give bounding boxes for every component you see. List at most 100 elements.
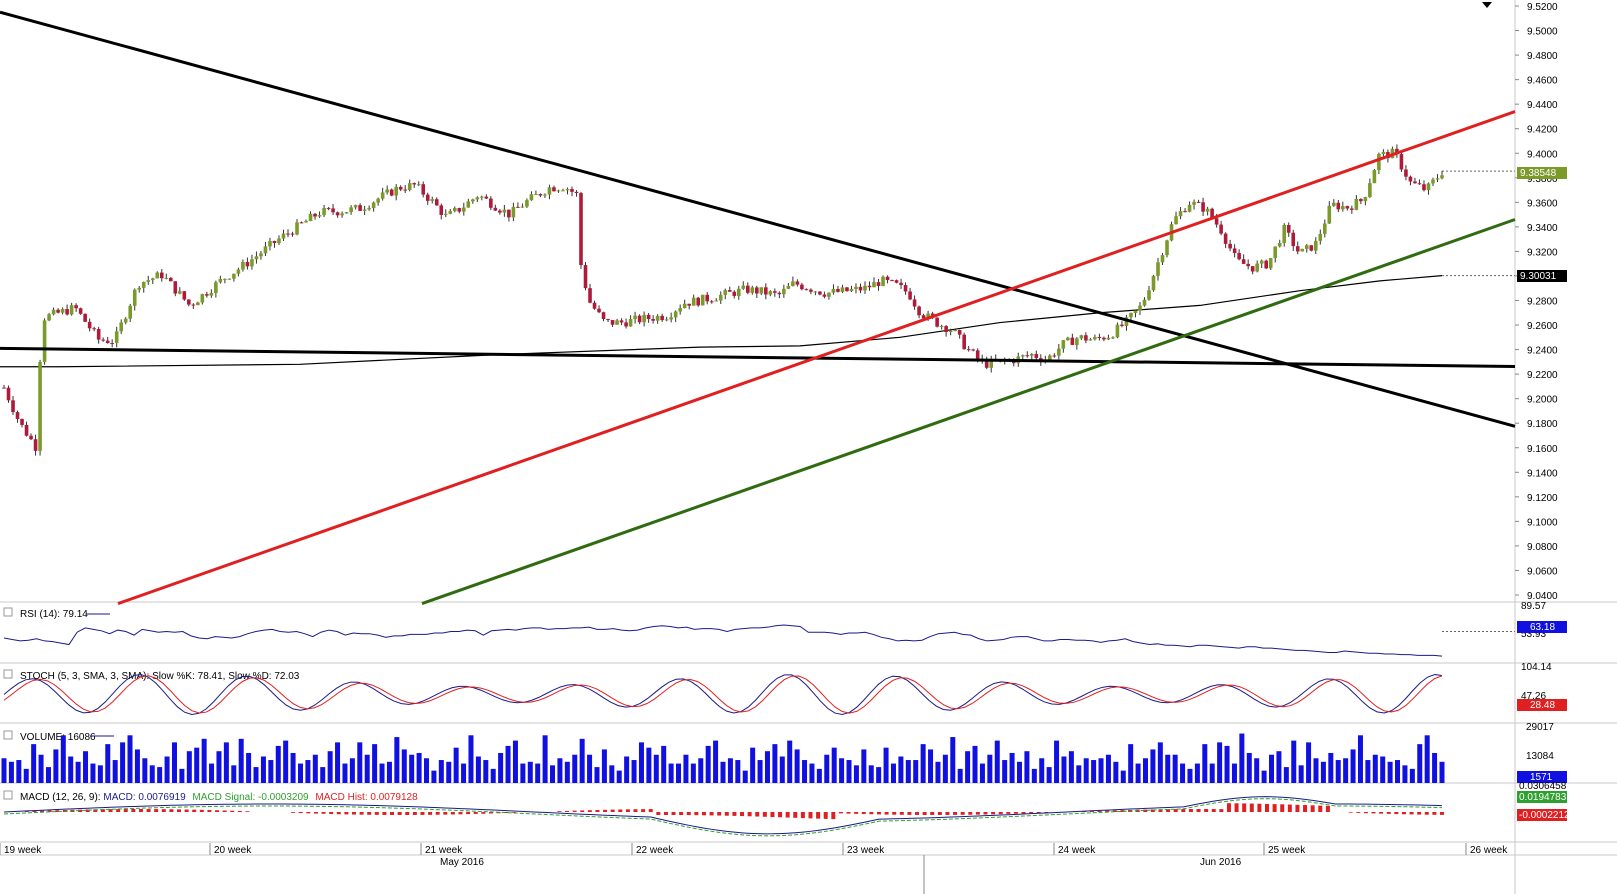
candle-body (493, 207, 498, 211)
candle-body (1264, 260, 1268, 269)
price-tick-label: 9.1000 (1527, 517, 1558, 528)
candle-body (984, 360, 989, 368)
candle-body (570, 189, 574, 192)
volume-bar (839, 758, 845, 783)
macd-label-signal: MACD Signal: -0.0003209 (192, 792, 309, 803)
candle-body (24, 424, 29, 436)
candle-body (232, 273, 236, 279)
volume-bar (942, 754, 948, 783)
volume-bar (1372, 754, 1378, 783)
stoch-value-box (1517, 699, 1567, 711)
candle-body (1052, 355, 1057, 357)
volume-bar (179, 768, 185, 783)
candle-body (250, 259, 254, 267)
volume-bar (587, 754, 593, 783)
volume-bar (965, 751, 971, 783)
rsi-toggle-icon[interactable] (3, 607, 13, 617)
candle-body (200, 294, 205, 303)
macd-hist-bar (1440, 812, 1444, 815)
volume-bar (1439, 761, 1445, 783)
macd-panel: MACD (12, 26, 9): MACD: 0.0076919 MACD S… (3, 781, 1570, 837)
candle-body (1165, 240, 1169, 256)
candle-body (1354, 198, 1359, 210)
macd-hist-bar (1173, 809, 1178, 812)
macd-hist-bar (1044, 812, 1049, 813)
candle-body (173, 281, 178, 294)
candle-body (840, 287, 845, 292)
candle-body (574, 191, 579, 194)
volume-toggle-icon[interactable] (3, 730, 13, 740)
volume-bar (372, 744, 378, 783)
candle-body (885, 276, 890, 281)
volume-bar (120, 742, 126, 783)
volume-bar (297, 763, 303, 783)
scroll-triangle-icon[interactable] (1482, 2, 1492, 8)
volume-bar (68, 756, 74, 783)
candle-body (421, 184, 426, 195)
candle-body (322, 207, 326, 216)
volume-bar (23, 768, 29, 783)
volume-bar (1105, 754, 1111, 783)
macd-hist-bar (945, 812, 950, 815)
macd-hist-bar (709, 812, 714, 816)
macd-hist-bar (192, 809, 197, 812)
candle-body (1426, 183, 1431, 191)
macd-hist-bar (1249, 803, 1254, 812)
candle-body (782, 288, 786, 295)
macd-toggle-icon[interactable] (3, 790, 13, 800)
candle-body (150, 278, 155, 281)
stoch-toggle-icon[interactable] (3, 669, 13, 679)
volume-bar (750, 747, 756, 783)
candle-body (881, 276, 885, 286)
ma-price-box (1517, 270, 1567, 282)
candle-body (33, 439, 38, 451)
candle-body (687, 303, 691, 306)
candle-body (448, 211, 453, 214)
candle-body (1178, 211, 1183, 217)
macd-hist-bar (1219, 809, 1224, 812)
macd-hist-bar (808, 812, 813, 819)
macd-hist-bar (618, 809, 623, 812)
volume-bar (45, 767, 51, 783)
candle-body (83, 313, 87, 322)
volume-bar (1150, 749, 1156, 783)
candle-body (15, 412, 20, 419)
candle-body (272, 240, 277, 244)
stochastic-panel: STOCH (5, 3, SMA, 3, SMA): Slow %K: 78.4… (3, 662, 1567, 716)
candle-body (146, 280, 151, 282)
volume-bar (713, 740, 719, 783)
volume-bar (364, 754, 370, 783)
macd-hist-bar (717, 812, 722, 816)
volume-bar (994, 740, 1000, 783)
candle-body (155, 272, 160, 279)
volume-bar (1239, 733, 1245, 783)
candle-body (65, 309, 69, 315)
volume-bar (1402, 765, 1408, 783)
candle-body (1232, 248, 1237, 254)
candlestick-series (2, 144, 1444, 456)
macd-axis-top: 0.0306458 (1519, 781, 1567, 792)
candle-body (691, 297, 696, 306)
candle-body (1187, 204, 1192, 212)
volume-bar (112, 760, 118, 783)
candle-body (1120, 324, 1124, 326)
candle-body (935, 317, 939, 327)
volume-bar (1335, 760, 1341, 783)
macd-hist-bar (892, 812, 897, 815)
candle-body (461, 207, 466, 212)
volume-bar (149, 765, 155, 783)
macd-hist-bar (215, 810, 220, 812)
macd-hist-bar (869, 812, 874, 815)
volume-bar (1009, 752, 1015, 783)
volume-bar (461, 763, 467, 783)
candle-body (921, 315, 926, 319)
candle-body (38, 362, 42, 451)
volume-bar (705, 745, 711, 783)
candle-body (547, 187, 552, 195)
candle-body (308, 213, 313, 222)
candle-body (601, 312, 606, 320)
candle-body (700, 294, 705, 306)
candle-body (1291, 232, 1296, 247)
candle-body (128, 305, 133, 319)
volume-bar (979, 763, 985, 783)
